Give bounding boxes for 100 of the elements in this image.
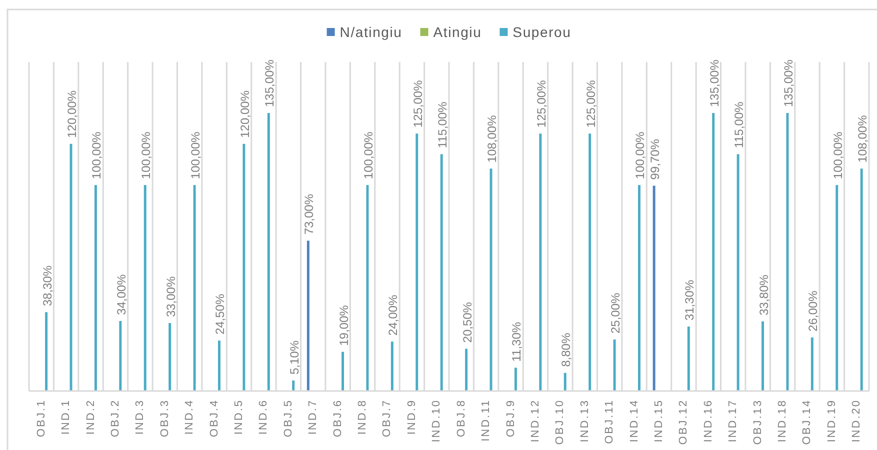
- x-tick-label: OBJ.13: [752, 399, 764, 445]
- data-label: 25,00%: [608, 292, 623, 334]
- data-label: 108,00%: [856, 114, 870, 163]
- x-tick-label: IND.9: [406, 399, 418, 435]
- x-tick-label: IND.12: [529, 399, 542, 442]
- data-label: 100,00%: [139, 131, 154, 180]
- bar: [168, 323, 172, 391]
- data-label: 24,00%: [386, 294, 400, 336]
- bar: [588, 134, 592, 391]
- bar: [465, 348, 468, 391]
- data-label: 26,00%: [806, 290, 820, 332]
- bar: [687, 326, 690, 391]
- bar: [119, 320, 122, 391]
- x-tick-label: OBJ.2: [109, 399, 122, 438]
- data-label: 120,00%: [238, 90, 252, 138]
- bar: [836, 185, 838, 391]
- bar: [390, 342, 394, 391]
- x-tick-label: IND.15: [653, 399, 665, 442]
- data-label: 115,00%: [732, 101, 746, 148]
- x-tick-label: IND.2: [84, 399, 97, 435]
- x-tick-label: IND.14: [628, 399, 640, 442]
- legend-label: N/atingiu: [340, 24, 402, 40]
- bar: [652, 186, 656, 391]
- x-tick-label: IND.1: [60, 399, 72, 435]
- data-label: 31,30%: [682, 280, 697, 321]
- data-label: 8,80%: [559, 332, 574, 367]
- data-label: 73,00%: [302, 194, 316, 235]
- x-tick-label: OBJ.3: [158, 399, 171, 438]
- data-label: 135,00%: [707, 59, 722, 107]
- x-tick-label: OBJ.1: [35, 399, 48, 438]
- bar: [712, 113, 715, 391]
- data-label: 125,00%: [410, 80, 425, 128]
- legend-label: Superou: [512, 24, 572, 40]
- x-tick-label: IND.10: [430, 399, 443, 442]
- data-label: 125,00%: [584, 80, 598, 128]
- bar: [366, 185, 369, 391]
- data-label: 100,00%: [633, 131, 648, 180]
- bar: [342, 352, 344, 391]
- x-tick-label: IND.4: [184, 399, 196, 435]
- data-label: 24,50%: [213, 294, 228, 335]
- data-label: 100,00%: [90, 131, 104, 180]
- data-label: 115,00%: [436, 101, 450, 148]
- x-tick-label: IND.11: [480, 399, 492, 442]
- x-tick-label: OBJ.7: [381, 399, 394, 438]
- x-tick-label: IND.13: [578, 399, 591, 442]
- x-tick-label: OBJ.6: [332, 399, 344, 438]
- bar: [860, 168, 863, 391]
- x-tick-label: OBJ.5: [282, 399, 294, 438]
- data-label: 33,00%: [164, 276, 178, 318]
- data-label: 38,30%: [40, 265, 54, 306]
- bar: [613, 340, 616, 391]
- data-label: 99,70%: [648, 138, 662, 180]
- bar: [193, 185, 196, 391]
- bar: [762, 321, 764, 391]
- bar: [45, 312, 48, 391]
- bar: [736, 154, 740, 391]
- data-label: 5,10%: [287, 340, 302, 374]
- data-label: 34,00%: [114, 274, 128, 315]
- data-label: 100,00%: [361, 131, 376, 180]
- bar: [539, 134, 542, 391]
- bar: [416, 134, 418, 391]
- x-tick-label: IND.17: [727, 399, 740, 442]
- x-tick-label: IND.20: [850, 399, 863, 442]
- x-tick-label: OBJ.9: [504, 399, 517, 438]
- x-tick-label: IND.3: [134, 399, 146, 435]
- data-label: 20,50%: [460, 302, 474, 343]
- bar: [810, 337, 814, 391]
- x-tick-label: IND.16: [702, 399, 714, 442]
- x-tick-label: OBJ.12: [678, 399, 690, 445]
- bar: [144, 185, 146, 391]
- data-label: 108,00%: [485, 114, 499, 163]
- data-label: 125,00%: [534, 80, 548, 128]
- x-tick-label: OBJ.10: [554, 399, 566, 445]
- x-tick-label: OBJ.4: [208, 399, 220, 438]
- bar: [267, 113, 270, 391]
- x-tick-label: OBJ.11: [604, 399, 616, 444]
- bar: [242, 144, 246, 391]
- bar: [786, 113, 789, 391]
- legend-label: Atingiu: [433, 24, 482, 40]
- x-tick-label: OBJ.8: [455, 399, 468, 438]
- x-tick-label: IND.5: [233, 399, 245, 435]
- x-tick-label: IND.7: [307, 399, 320, 435]
- bar: [514, 368, 517, 391]
- x-tick-label: IND.8: [356, 399, 369, 435]
- data-label: 100,00%: [830, 131, 845, 180]
- data-label: 11,30%: [510, 322, 524, 362]
- bar: [292, 380, 295, 391]
- bar: [94, 185, 97, 391]
- bar: [638, 185, 640, 391]
- data-label: 120,00%: [65, 90, 79, 138]
- data-label: 19,00%: [336, 304, 351, 346]
- data-label: 135,00%: [781, 59, 796, 107]
- data-label: 33,80%: [756, 274, 771, 316]
- x-tick-label: OBJ.14: [801, 399, 814, 445]
- data-label: 135,00%: [262, 59, 277, 107]
- x-tick-label: IND.19: [826, 399, 838, 442]
- bar: [564, 372, 566, 391]
- bar: [218, 340, 220, 391]
- bar: [440, 154, 443, 391]
- data-label: 100,00%: [188, 131, 203, 180]
